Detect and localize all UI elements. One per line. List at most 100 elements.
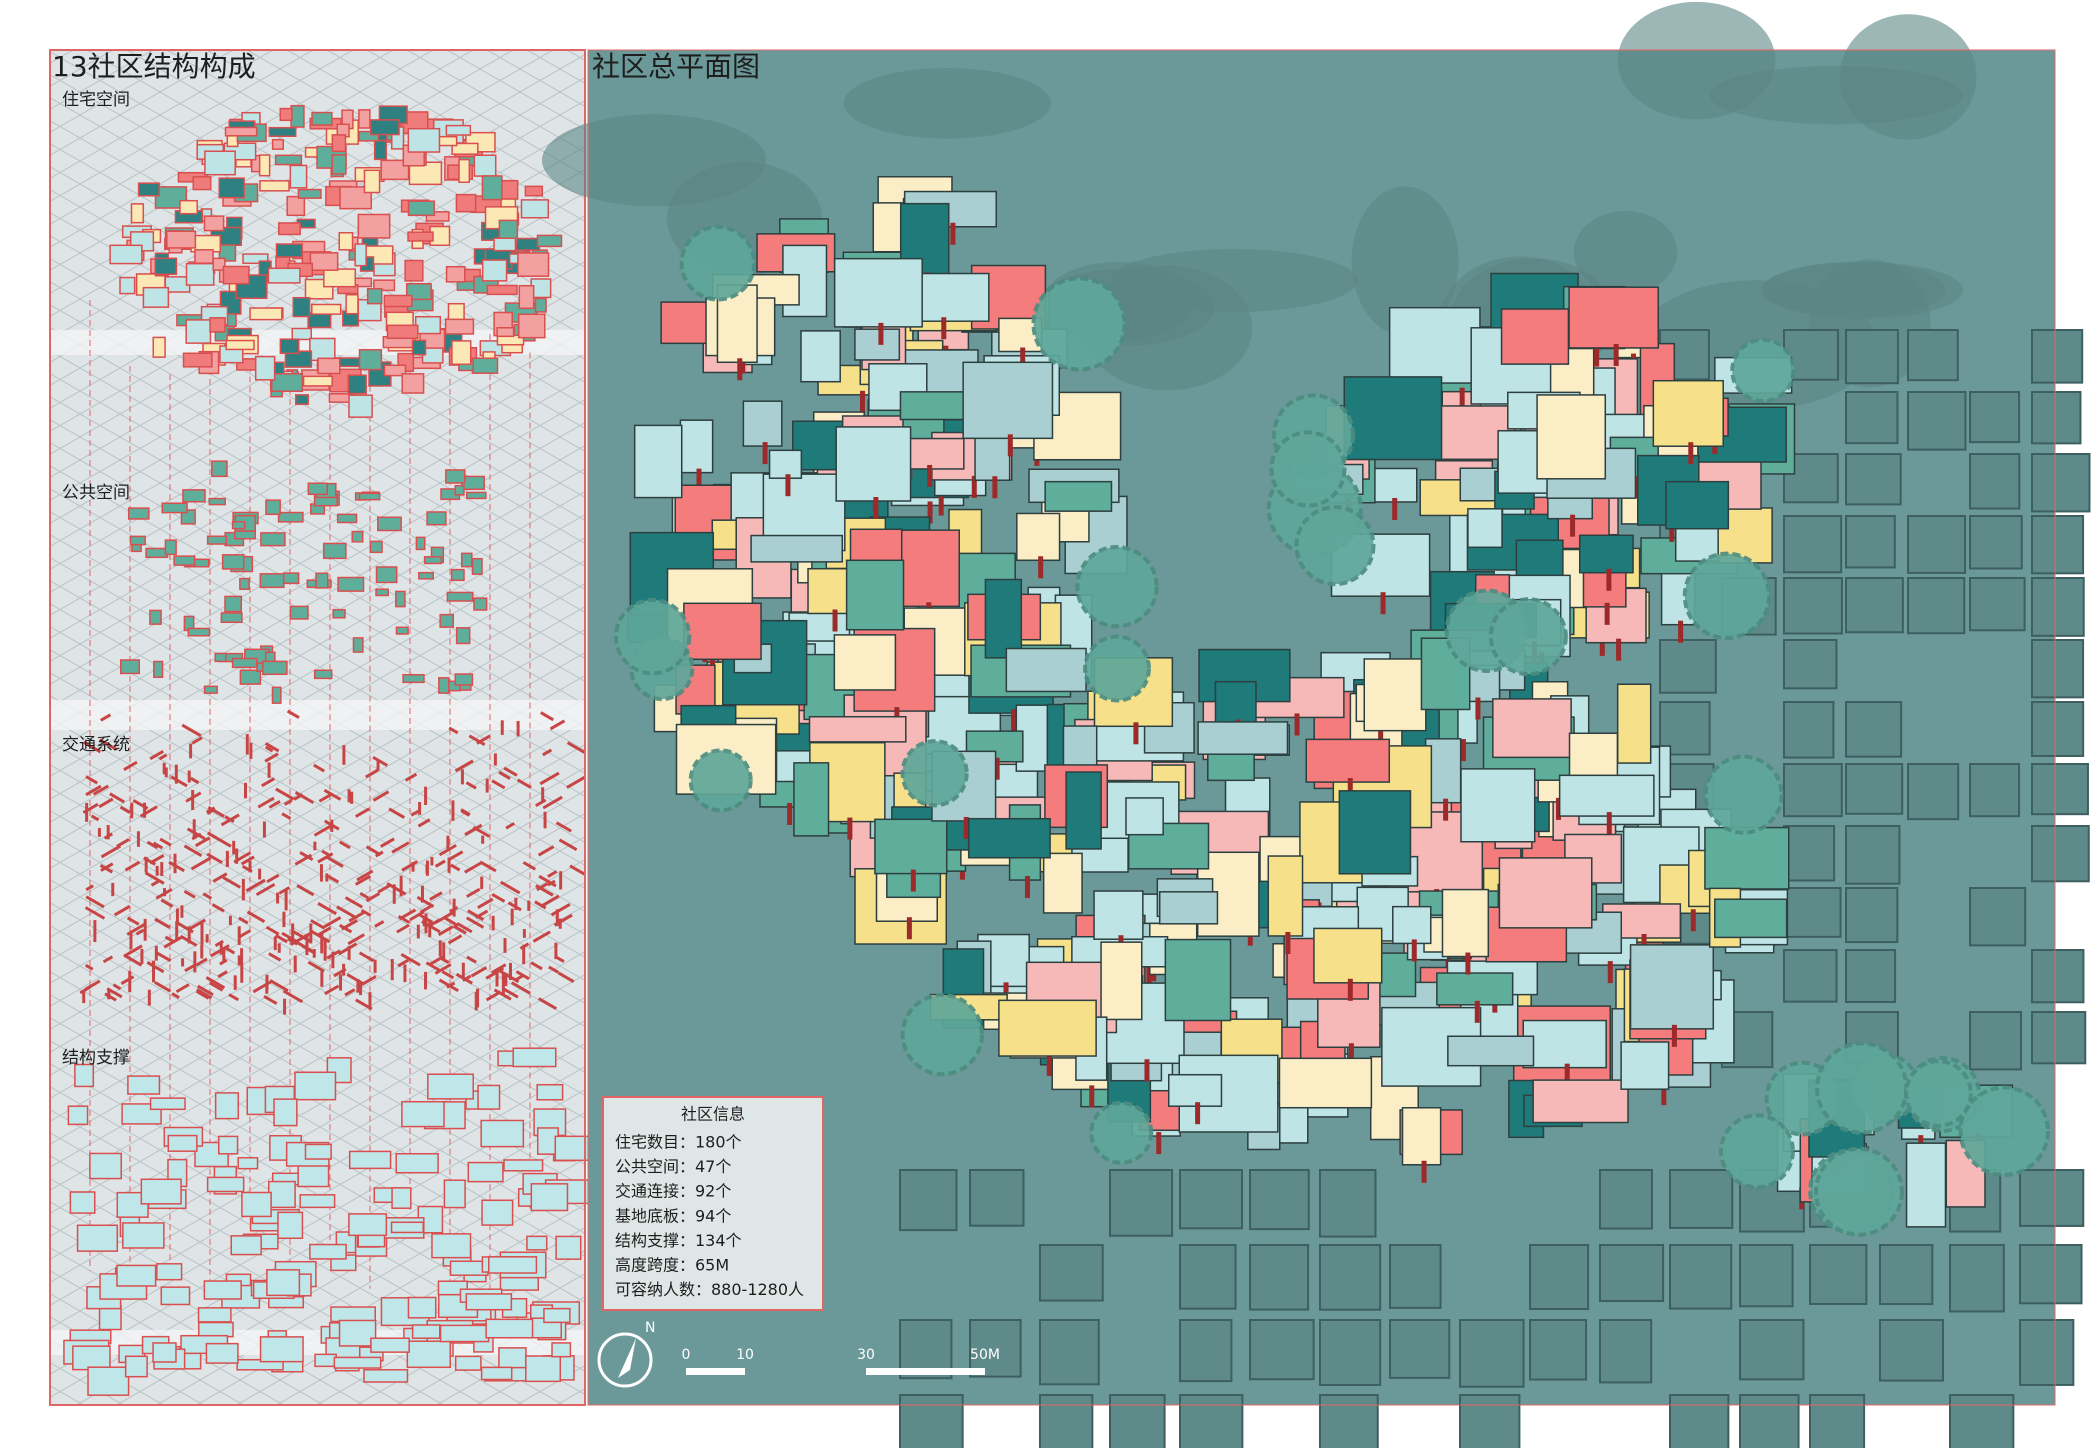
info-title: 社区信息: [681, 1105, 745, 1124]
path-link: [170, 775, 188, 788]
public-block: [336, 513, 358, 524]
structure-slab: [167, 1134, 198, 1152]
public-block: [454, 484, 465, 496]
building: [1125, 797, 1164, 836]
residential-block: [445, 265, 466, 283]
tree: [1031, 276, 1127, 372]
connector: [1294, 713, 1300, 736]
public-block: [149, 609, 162, 625]
building: [1093, 890, 1144, 940]
residential-block: [209, 317, 226, 333]
structure-slab: [431, 1233, 472, 1259]
structure-slab: [69, 1191, 96, 1214]
connector: [1380, 592, 1386, 615]
path-link: [82, 802, 99, 814]
path-link: [217, 970, 228, 979]
structure-slab: [76, 1224, 119, 1252]
city-block: [1249, 1169, 1310, 1231]
path-link: [391, 841, 410, 854]
connector: [963, 816, 969, 839]
city-block: [1783, 639, 1838, 690]
structure-slab: [267, 1180, 296, 1209]
path-link: [569, 864, 586, 876]
connector: [1634, 476, 1640, 499]
building: [1305, 738, 1391, 783]
city-block: [1969, 453, 2021, 510]
path-link: [139, 805, 158, 818]
public-block: [127, 507, 150, 520]
path-link: [388, 807, 406, 819]
public-block: [129, 535, 146, 546]
path-link: [476, 734, 491, 745]
path-link: [536, 882, 549, 892]
structure-slab: [74, 1063, 95, 1088]
path-link: [465, 781, 477, 790]
building: [800, 330, 841, 383]
path-link: [123, 944, 143, 958]
city-block: [1783, 825, 1836, 882]
structure-slab: [554, 1135, 590, 1162]
path-link: [336, 905, 357, 919]
public-block: [173, 555, 196, 566]
building: [1392, 905, 1432, 945]
city-block: [1039, 1244, 1104, 1302]
path-link: [175, 983, 190, 994]
connector: [1594, 344, 1600, 367]
building: [1436, 972, 1514, 1006]
path-link: [104, 992, 117, 1002]
structure-slab: [309, 1243, 347, 1260]
path-link: [158, 753, 168, 761]
public-block: [221, 554, 245, 570]
residential-block: [347, 374, 367, 395]
residential-block: [373, 279, 396, 292]
city-block: [969, 1169, 1025, 1227]
path-link: [535, 798, 547, 807]
path-link: [417, 818, 431, 828]
structure-slab: [72, 1345, 111, 1371]
path-link: [477, 897, 494, 909]
building: [1558, 774, 1655, 817]
layer-label: 交通系统: [62, 735, 130, 755]
building: [1158, 891, 1219, 925]
public-block: [214, 652, 227, 663]
public-block: [322, 542, 347, 560]
path-link: [163, 935, 183, 949]
tree: [1958, 1085, 2050, 1177]
path-link: [164, 935, 174, 943]
building: [768, 449, 803, 479]
path-link: [154, 917, 171, 929]
public-block: [471, 557, 483, 575]
public-block: [234, 530, 256, 540]
city-block: [1529, 1244, 1590, 1311]
building: [1401, 1107, 1442, 1166]
path-link: [324, 984, 340, 996]
path-link: [549, 719, 566, 731]
city-block: [1739, 1319, 1805, 1381]
public-block: [395, 626, 409, 635]
path-link: [323, 916, 342, 929]
path-link: [491, 893, 506, 903]
public-block: [418, 571, 434, 580]
public-block: [402, 674, 425, 684]
path-link: [479, 860, 497, 873]
residential-block: [473, 154, 497, 177]
path-link: [510, 981, 531, 995]
building: [1665, 480, 1730, 530]
tree: [1075, 544, 1159, 629]
connector: [1020, 347, 1026, 370]
structure-slab: [348, 1213, 388, 1237]
residential-block: [407, 231, 434, 242]
terrain: [843, 67, 1051, 139]
public-block: [369, 540, 383, 554]
path-link: [100, 844, 122, 859]
path-link: [85, 784, 102, 797]
city-block: [1949, 1244, 2005, 1313]
path-link: [464, 861, 482, 874]
path-link: [206, 806, 216, 814]
city-block: [969, 1319, 1022, 1378]
info-line: 基地底板：94个: [615, 1206, 731, 1225]
path-link: [113, 904, 131, 917]
city-block: [1179, 1319, 1233, 1383]
tree: [900, 992, 984, 1077]
public-block: [164, 539, 177, 556]
